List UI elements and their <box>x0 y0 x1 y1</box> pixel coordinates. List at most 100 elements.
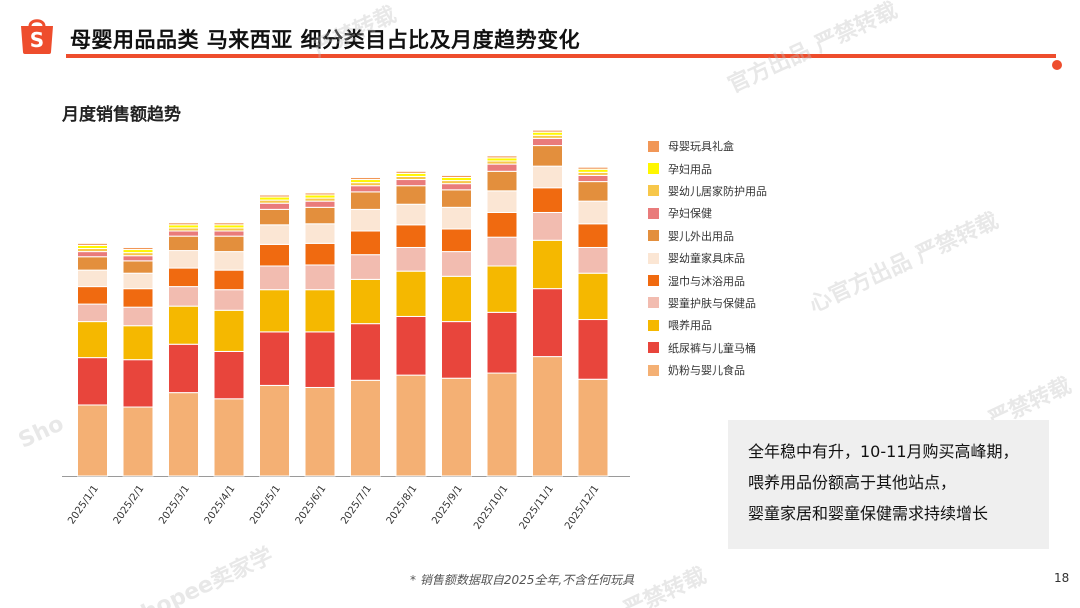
bar-segment <box>441 183 472 191</box>
legend-item: 婴幼童家具床品 <box>648 247 767 269</box>
bar-segment <box>486 163 518 172</box>
bar-segment <box>304 386 336 477</box>
legend-label: 母婴玩具礼盒 <box>668 140 734 154</box>
legend-label: 湿巾与沐浴用品 <box>668 274 745 288</box>
bar-segment <box>213 222 245 226</box>
x-tick-label: 2025/10/1 <box>472 483 510 531</box>
bar-segment <box>168 286 199 307</box>
bar-segment <box>168 267 199 288</box>
header-rule <box>66 54 1056 58</box>
bar-segment <box>213 230 245 237</box>
legend-item: 婴童护肤与保健品 <box>648 292 767 314</box>
legend-label: 孕妇用品 <box>668 162 712 176</box>
bar-segment <box>441 275 472 323</box>
bar-segment <box>532 137 563 147</box>
bar-segment <box>77 286 108 305</box>
legend-item: 纸尿裤与儿童马桶 <box>648 337 767 359</box>
page-number: 18 <box>1054 571 1070 585</box>
x-tick-label: 2025/1/1 <box>66 483 101 526</box>
bar-segment <box>122 272 154 290</box>
bar-segment <box>577 166 609 170</box>
bar-segment <box>532 211 563 241</box>
bar-segment <box>122 255 154 262</box>
bar-segment <box>213 309 245 352</box>
bar-segment <box>532 356 563 477</box>
bar-segment <box>350 185 381 193</box>
bar-segment <box>259 243 290 267</box>
bar-segment <box>304 289 336 333</box>
x-tick-label: 2025/11/1 <box>518 483 556 531</box>
bar-segment <box>486 190 518 213</box>
legend-swatch <box>648 297 659 309</box>
bar-segment <box>350 323 381 381</box>
legend-swatch <box>648 185 659 197</box>
bar-segment <box>395 246 427 272</box>
bar-segment <box>350 254 381 280</box>
bar-segment <box>577 246 609 274</box>
bar-segment <box>168 230 199 237</box>
bar-segment <box>304 264 336 291</box>
legend-item: 奶粉与婴儿食品 <box>648 359 767 381</box>
bar-segment <box>77 404 108 477</box>
bar-segment <box>350 208 381 232</box>
legend-item: 母婴玩具礼盒 <box>648 135 767 157</box>
bar-segment <box>441 228 472 253</box>
legend-swatch <box>648 252 659 264</box>
x-tick-label: 2025/8/1 <box>385 483 420 526</box>
bar-segment <box>350 230 381 256</box>
bar-segment <box>168 222 199 226</box>
legend-label: 喂养用品 <box>668 319 712 333</box>
bar-segment <box>395 203 427 226</box>
bar-segment <box>350 278 381 325</box>
bar-segment <box>259 194 290 198</box>
bar-segment <box>304 331 336 388</box>
legend-swatch <box>648 140 659 152</box>
page-title: 母婴用品品类 马来西亚 细分类目占比及月度趋势变化 <box>70 28 581 52</box>
bar-segment <box>486 211 518 238</box>
summary-note: 全年稳中有升，10-11月购买高峰期， 喂养用品份额高于其他站点， 婴童家居和婴… <box>728 420 1049 549</box>
bar-segment <box>395 315 427 376</box>
bar-segment <box>350 379 381 477</box>
x-tick-label: 2025/2/1 <box>112 483 147 526</box>
bar-segment <box>77 256 108 271</box>
x-tick-label: 2025/12/1 <box>563 483 601 531</box>
bar-segment <box>213 289 245 311</box>
bar-segment <box>304 206 336 225</box>
bar-segment <box>486 372 518 477</box>
bar-segment <box>441 206 472 230</box>
bar-segment <box>304 242 336 266</box>
bar-segment <box>486 236 518 267</box>
bar-segment <box>532 288 563 358</box>
bar-segment <box>532 165 563 189</box>
footnote: * 销售额数据取自2025全年,不含任何玩具 <box>410 573 635 587</box>
bar-segment <box>122 246 154 251</box>
bar-segment <box>168 392 199 477</box>
legend-item: 喂养用品 <box>648 314 767 336</box>
x-tick-label: 2025/3/1 <box>157 483 192 526</box>
bar-segment <box>304 223 336 244</box>
legend-swatch <box>648 230 659 242</box>
bar-segment <box>77 269 108 288</box>
bar-segment <box>577 200 609 225</box>
legend-label: 奶粉与婴儿食品 <box>668 364 745 378</box>
bar-segment <box>486 265 518 313</box>
legend-swatch <box>648 319 659 331</box>
bar-segment <box>168 343 199 394</box>
x-tick-label: 2025/9/1 <box>430 483 465 526</box>
bar-segment <box>577 174 609 183</box>
bar-segment <box>350 176 381 181</box>
svg-text:S: S <box>30 28 44 52</box>
legend-label: 婴童护肤与保健品 <box>668 296 756 310</box>
bar-segment <box>122 260 154 274</box>
bar-segment <box>577 181 609 202</box>
legend-item: 湿巾与沐浴用品 <box>648 269 767 291</box>
bar-segment <box>577 272 609 321</box>
bar-segment <box>259 224 290 245</box>
bar-segment <box>395 179 427 187</box>
x-tick-label: 2025/4/1 <box>203 483 238 526</box>
bar-segment <box>122 359 154 408</box>
bar-segment <box>259 331 290 386</box>
bar-segment <box>441 321 472 379</box>
legend-item: 婴幼儿居家防护用品 <box>648 180 767 202</box>
